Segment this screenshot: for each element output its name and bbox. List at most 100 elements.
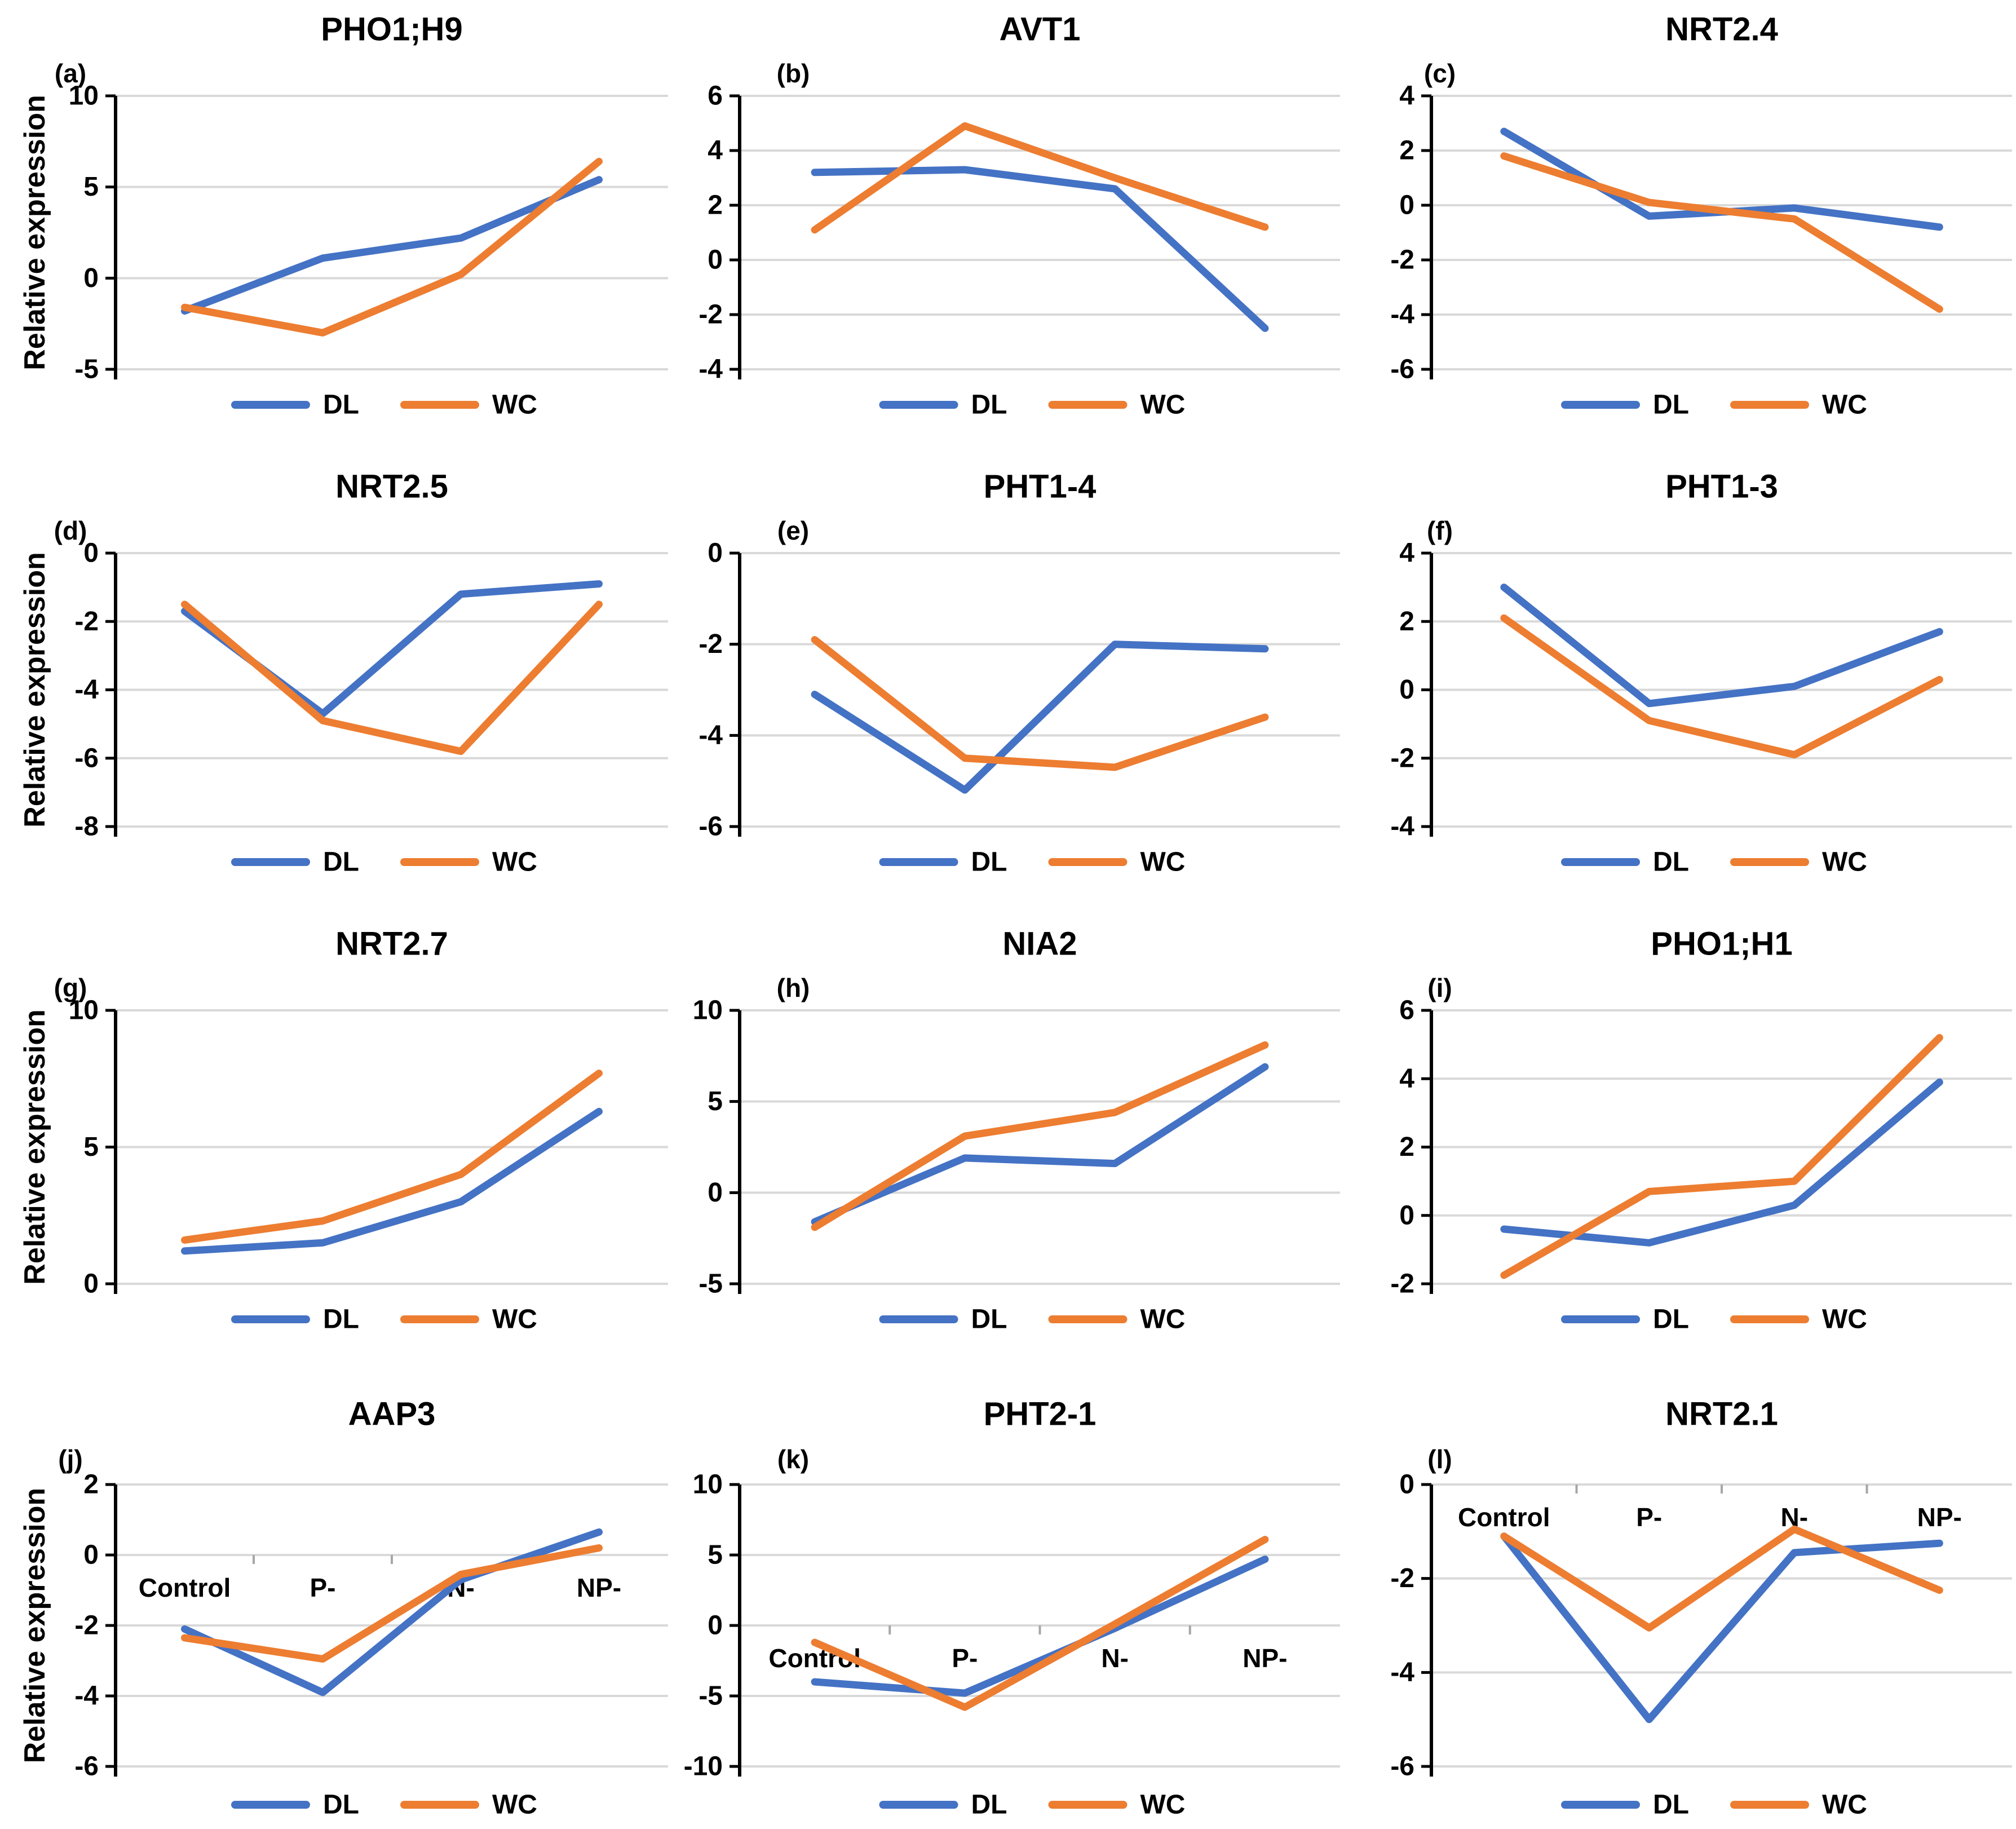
legend-wc-swatch — [400, 1801, 479, 1809]
y-tick-label: 5 — [708, 1086, 723, 1116]
panel-title: PHO1;H9 — [321, 11, 462, 48]
wc-series-line — [1500, 1525, 1943, 1632]
legend-wc-label: WC — [1140, 1790, 1186, 1820]
legend-dl-swatch — [1561, 401, 1640, 409]
chart-panel-k: 10 5 0 -5 -10 Control P- N- NP- PHT2-1 (k) DL WC — [672, 1372, 1344, 1829]
y-tick-label: -6 — [74, 1752, 99, 1782]
panel-letter: (j) — [58, 1444, 82, 1474]
y-tick-label: -4 — [698, 721, 723, 750]
legend-wc-label: WC — [492, 1305, 537, 1335]
legend-wc-label: WC — [492, 390, 537, 420]
legend-wc-label: WC — [1822, 390, 1867, 420]
dl-series-line — [1500, 1532, 1943, 1724]
y-tick-label: -6 — [1390, 355, 1414, 385]
dl-series-line — [1500, 584, 1943, 708]
line-chart-PHT1-3: 4 2 0 -2 -4 PHT1-3 (f) DL WC — [1390, 469, 2012, 877]
x-category-label: P- — [952, 1644, 978, 1673]
legend-dl-label: DL — [1653, 1305, 1689, 1335]
panel-letter: (a) — [55, 59, 86, 88]
panel-title: NRT2.7 — [335, 926, 448, 962]
legend-wc-swatch — [1730, 401, 1809, 409]
y-tick-label: 2 — [1399, 607, 1414, 637]
line-chart-NRT2.4: 4 2 0 -2 -4 -6 NRT2.4 (c) DL WC — [1390, 11, 2012, 420]
legend-dl-swatch — [1561, 858, 1640, 866]
legend-dl-swatch — [231, 1801, 310, 1809]
legend-dl-label: DL — [323, 1790, 359, 1820]
y-tick-label: -2 — [74, 1611, 99, 1641]
dl-series-line — [181, 1528, 603, 1697]
wc-series-line — [811, 1536, 1269, 1711]
dl-series-line — [181, 580, 603, 718]
line-chart-PHO1;H9: 10 5 0 -5 PHO1;H9 (a)Relative expression DL WC — [19, 11, 668, 420]
legend-dl-label: DL — [971, 390, 1007, 420]
y-tick-label: -4 — [74, 675, 99, 705]
legend-dl-label: DL — [1653, 847, 1689, 877]
wc-series-line — [1500, 614, 1943, 759]
panel-letter: (h) — [777, 973, 810, 1002]
y-tick-label: -2 — [1390, 245, 1414, 275]
dl-series-line — [811, 1063, 1269, 1226]
y-tick-label: 4 — [1399, 1064, 1414, 1094]
legend-wc-label: WC — [1822, 1790, 1867, 1820]
panel-letter: (c) — [1424, 59, 1456, 88]
panel-title: NRT2.1 — [1665, 1396, 1778, 1433]
y-tick-label: 2 — [1399, 136, 1414, 166]
legend-wc-label: WC — [1140, 1305, 1186, 1335]
legend-wc-swatch — [1730, 1315, 1809, 1323]
line-chart-PHO1;H1: 6 4 2 0 -2 PHO1;H1 (i) DL WC — [1390, 926, 2012, 1335]
y-tick-label: -4 — [1390, 812, 1414, 842]
y-axis-title: Relative expression — [19, 1488, 51, 1763]
wc-series-line — [811, 636, 1269, 771]
legend-wc-swatch — [400, 858, 479, 866]
chart-panel-l: 0 -2 -4 -6 Control P- N- NP- NRT2.1 (l) DL WC — [1344, 1372, 2016, 1829]
line-chart-NIA2: 10 5 0 -5 NIA2 (h) DL WC — [693, 926, 1340, 1335]
legend-wc-label: WC — [1140, 847, 1186, 877]
y-tick-label: 0 — [83, 1269, 99, 1299]
y-tick-label: 4 — [1399, 81, 1414, 111]
y-tick-label: 5 — [708, 1540, 723, 1570]
panel-title: PHT1-4 — [984, 469, 1097, 505]
y-tick-label: 5 — [83, 1132, 99, 1162]
y-tick-label: -4 — [1390, 1658, 1414, 1687]
legend-dl-label: DL — [323, 390, 359, 420]
legend-dl-swatch — [231, 858, 310, 866]
y-axis-title: Relative expression — [19, 95, 51, 370]
line-chart-NRT2.5: 0 -2 -4 -6 -8 NRT2.5 (d)Relative expression DL W… — [19, 469, 668, 877]
legend-wc-swatch — [1730, 858, 1809, 866]
y-tick-label: 0 — [708, 538, 723, 568]
y-tick-label: -6 — [74, 743, 99, 773]
wc-series-line — [181, 1070, 603, 1244]
panel-title: PHT1-3 — [1665, 469, 1778, 505]
y-tick-label: 6 — [708, 81, 723, 111]
dl-series-line — [811, 1556, 1269, 1697]
y-tick-label: -6 — [1390, 1752, 1414, 1782]
panel-title: PHO1;H1 — [1651, 926, 1792, 962]
wc-series-line — [1500, 152, 1943, 313]
y-tick-label: -10 — [684, 1752, 723, 1782]
legend-wc-swatch — [400, 401, 479, 409]
y-tick-label: -4 — [698, 355, 723, 385]
y-tick-label: -8 — [74, 812, 99, 842]
x-category-label: P- — [1636, 1503, 1662, 1532]
legend-dl-swatch — [879, 1315, 958, 1323]
y-tick-label: 0 — [1399, 675, 1414, 705]
legend-dl-swatch — [231, 401, 310, 409]
chart-panel-j: 2 0 -2 -4 -6 Control P- N- NP- AAP3 (j) Relative ex… — [0, 1372, 672, 1829]
panel-letter: (d) — [54, 516, 87, 545]
chart-panel-i: 6 4 2 0 -2 PHO1;H1 (i) DL WC — [1344, 914, 2016, 1372]
y-tick-label: 0 — [708, 1611, 723, 1641]
chart-panel-e: 0 -2 -4 -6 PHT1-4 (e) DL WC — [672, 457, 1344, 914]
dl-series-line — [811, 166, 1269, 332]
dl-series-line — [181, 1107, 603, 1255]
legend-dl-swatch — [879, 858, 958, 866]
y-tick-label: -4 — [1390, 300, 1414, 330]
legend-wc-label: WC — [1822, 847, 1867, 877]
legend-dl-label: DL — [971, 847, 1007, 877]
y-tick-label: 10 — [693, 1470, 723, 1500]
y-tick-label: 10 — [69, 996, 99, 1026]
